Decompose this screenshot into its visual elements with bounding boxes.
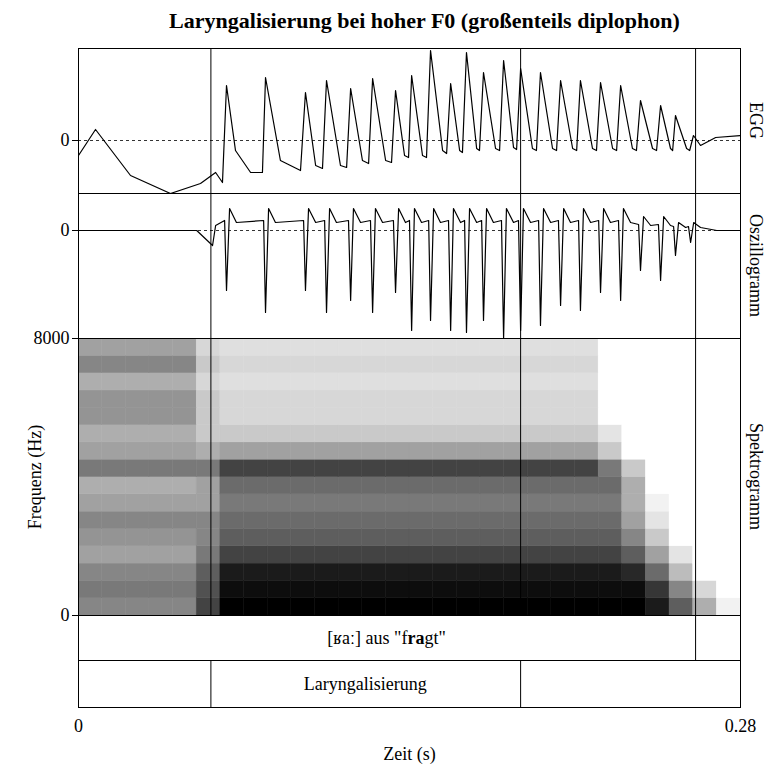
svg-text:Spektrogramm: Spektrogramm xyxy=(746,423,766,530)
html-text:Laryngalisierung bei hoher F0: Laryngalisierung bei hoher F0 (großentei… xyxy=(169,8,680,33)
svg-text:0: 0 xyxy=(61,605,70,625)
svg-text:Frequenz (Hz): Frequenz (Hz) xyxy=(25,425,46,529)
svg-text:Laryngalisierung: Laryngalisierung xyxy=(304,674,427,694)
svg-text:[ʁaː] aus "fragt": [ʁaː] aus "fragt" xyxy=(327,628,445,648)
svg-text:0: 0 xyxy=(74,716,83,736)
svg-text:0.28: 0.28 xyxy=(725,716,757,736)
svg-text:8000: 8000 xyxy=(34,328,70,348)
svg-text:Zeit (s): Zeit (s) xyxy=(383,744,435,765)
svg-text:0: 0 xyxy=(61,130,70,150)
svg-text:Oszillogramm: Oszillogramm xyxy=(746,214,766,317)
svg-text:0: 0 xyxy=(61,220,70,240)
svg-text:EGG: EGG xyxy=(746,102,766,139)
